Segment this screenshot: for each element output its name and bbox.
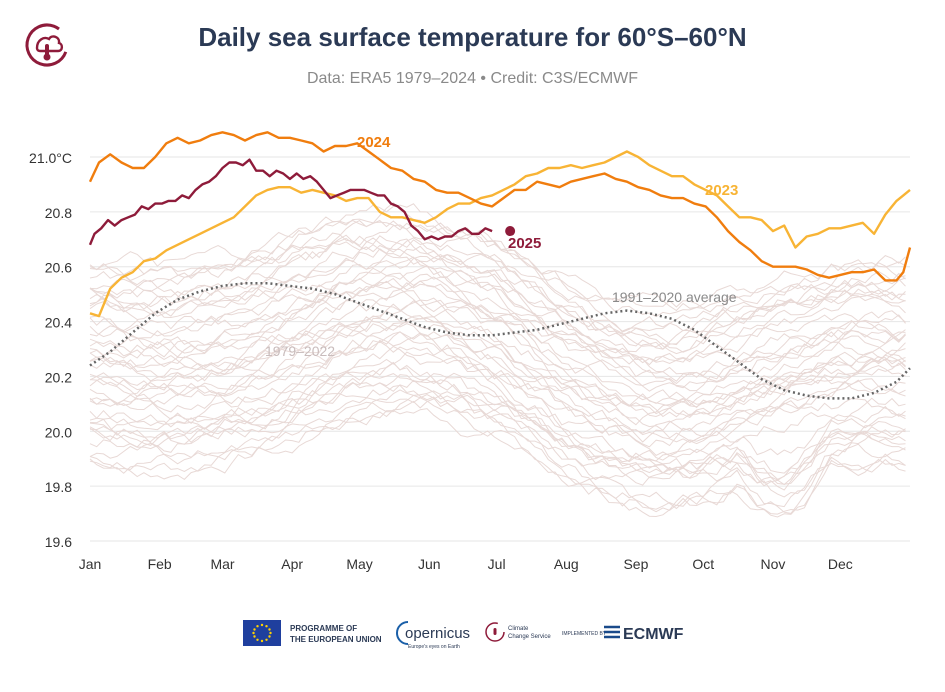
x-tick-label: May [346,556,372,572]
x-axis: Jan Feb Mar Apr May Jun Jul Aug Sep Oct Nov Dec [79,556,853,572]
eu-line2: THE EUROPEAN UNION [290,635,382,644]
historical-year-line [89,265,906,377]
c3s-line2: Change Service [508,634,551,640]
y-tick-label: 20.4 [45,315,72,331]
x-tick-label: Oct [692,556,714,572]
copernicus-sub: Europe's eyes on Earth [408,644,460,650]
historical-year-line [89,408,906,514]
historical-year-line [89,282,906,387]
x-tick-label: Aug [554,556,579,572]
historical-year-line [89,238,906,353]
series-line-2024 [88,131,912,282]
y-tick-label: 19.8 [45,479,72,495]
ecmwf-logo: ECMWF [604,625,684,643]
historical-year-line [89,316,906,415]
historical-year-line [89,394,906,518]
chart-title: Daily sea surface temperature for 60°S–6… [198,22,747,52]
historical-year-line [89,297,906,407]
historical-year-line [89,219,906,332]
annotations: 2024 2023 2025 1991–2020 average 1979–20… [265,134,738,359]
y-tick-label: 21.0°C [29,150,72,166]
historical-year-line [89,371,906,480]
historical-year-line [89,303,906,426]
label-2024: 2024 [357,134,391,151]
historical-year-line [89,277,906,389]
series-line-average [89,281,911,400]
eu-flag-logo [243,620,281,646]
chart-area: 21.0°C 20.8 20.6 20.4 20.2 20.0 19.8 19.6 Jan Fe… [29,131,912,572]
y-tick-label: 19.6 [45,534,72,550]
historical-year-line [89,384,906,498]
historical-year-line [89,299,906,409]
historical-year-line [89,331,906,438]
label-2023: 2023 [705,182,738,199]
series-line-2023 [89,150,911,318]
implemented-by: IMPLEMENTED BY [562,631,607,637]
footer-logos: PROGRAMME OF THE EUROPEAN UNION opernicu… [243,620,684,650]
x-tick-label: Apr [281,556,303,572]
x-tick-label: Nov [761,556,786,572]
historical-year-line [89,235,906,346]
x-tick-label: Dec [828,556,853,572]
series-lines [88,131,912,400]
x-tick-label: Jul [488,556,506,572]
x-tick-label: Feb [148,556,172,572]
copernicus-text: opernicus [405,625,470,642]
marker-2025-latest [505,226,516,237]
x-tick-label: Jan [79,556,102,572]
historical-year-line [89,202,906,309]
y-tick-label: 20.0 [45,424,72,440]
historical-year-line [89,361,906,479]
label-average: 1991–2020 average [612,289,737,305]
label-historical: 1979–2022 [265,343,335,359]
historical-lines [89,202,906,518]
ecmwf-text: ECMWF [623,626,684,643]
y-axis: 21.0°C 20.8 20.6 20.4 20.2 20.0 19.8 19.6 [29,150,72,550]
historical-year-line [89,351,906,463]
copernicus-logo: opernicus Europe's eyes on Earth [396,621,470,650]
historical-year-line [89,341,906,457]
historical-year-line [89,267,906,382]
historical-year-line [89,254,906,366]
historical-year-line [89,237,906,355]
historical-year-line [89,224,906,334]
historical-year-line [89,273,906,392]
chart-subtitle: Data: ERA5 1979–2024 • Credit: C3S/ECMWF [306,70,639,87]
y-tick-label: 20.6 [45,260,72,276]
x-tick-label: Sep [623,556,648,572]
historical-year-line [89,389,906,491]
historical-year-line [89,280,906,404]
c3s-line1: Climate [508,626,529,632]
historical-year-line [89,362,906,485]
historical-year-line [89,290,906,418]
x-tick-label: Mar [210,556,234,572]
x-tick-label: Jun [418,556,441,572]
series-line-2025 [88,158,493,246]
historical-year-line [89,255,906,365]
historical-year-line [89,237,906,350]
c3s-logo: Climate Change Service [485,622,551,642]
historical-year-line [89,331,906,443]
historical-year-line [89,218,906,318]
historical-year-line [89,329,906,448]
c3s-thermometer-logo [22,20,72,70]
y-tick-label: 20.8 [45,205,72,221]
historical-year-line [89,203,906,312]
historical-year-line [89,234,906,353]
eu-line1: PROGRAMME OF [290,624,357,633]
historical-year-line [89,394,906,518]
label-2025: 2025 [508,235,541,252]
historical-year-line [89,323,906,445]
historical-year-line [89,256,906,365]
y-tick-label: 20.2 [45,369,72,385]
